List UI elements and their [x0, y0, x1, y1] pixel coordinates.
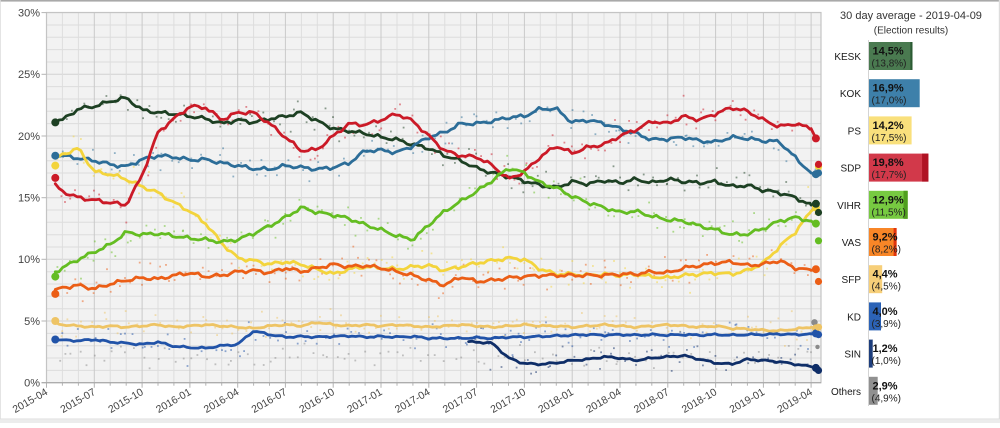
svg-text:SDP: SDP [840, 164, 861, 175]
svg-text:16,9%: 16,9% [873, 83, 904, 95]
svg-text:(17,5%): (17,5%) [872, 133, 907, 144]
svg-text:19,8%: 19,8% [873, 157, 904, 169]
svg-text:4,4%: 4,4% [873, 269, 898, 281]
svg-text:12,9%: 12,9% [873, 194, 904, 206]
svg-text:(17,7%): (17,7%) [872, 170, 907, 181]
svg-text:1,2%: 1,2% [873, 343, 898, 355]
svg-text:0%: 0% [24, 378, 40, 390]
svg-text:30%: 30% [18, 7, 40, 19]
svg-text:PS: PS [848, 126, 862, 137]
svg-text:(4,9%): (4,9%) [872, 393, 901, 404]
svg-text:KOK: KOK [840, 89, 861, 100]
svg-text:20%: 20% [18, 131, 40, 143]
svg-text:(13,8%): (13,8%) [872, 59, 907, 70]
svg-text:(8,2%): (8,2%) [872, 245, 901, 256]
svg-text:KESK: KESK [834, 52, 861, 63]
svg-text:SFP: SFP [842, 275, 862, 286]
svg-text:VAS: VAS [842, 238, 862, 249]
svg-text:(1,0%): (1,0%) [872, 356, 901, 367]
svg-text:(3,9%): (3,9%) [872, 319, 901, 330]
svg-text:(Election results): (Election results) [874, 26, 948, 37]
svg-text:(17,0%): (17,0%) [872, 96, 907, 107]
svg-text:KD: KD [847, 312, 861, 323]
svg-text:9,2%: 9,2% [873, 232, 898, 244]
svg-text:30 day average - 2019-04-09: 30 day average - 2019-04-09 [840, 10, 982, 22]
svg-text:VIHR: VIHR [837, 201, 861, 212]
svg-text:4,0%: 4,0% [873, 306, 898, 318]
svg-text:Others: Others [831, 387, 861, 398]
svg-text:14,2%: 14,2% [873, 120, 904, 132]
svg-text:25%: 25% [18, 69, 40, 81]
svg-text:10%: 10% [18, 254, 40, 266]
svg-text:SIN: SIN [844, 350, 861, 361]
svg-text:14,5%: 14,5% [873, 46, 904, 58]
svg-text:5%: 5% [24, 316, 40, 328]
svg-text:(4,5%): (4,5%) [872, 282, 901, 293]
svg-text:2,9%: 2,9% [873, 380, 898, 392]
svg-text:(11,5%): (11,5%) [872, 207, 906, 218]
svg-text:15%: 15% [18, 193, 40, 205]
